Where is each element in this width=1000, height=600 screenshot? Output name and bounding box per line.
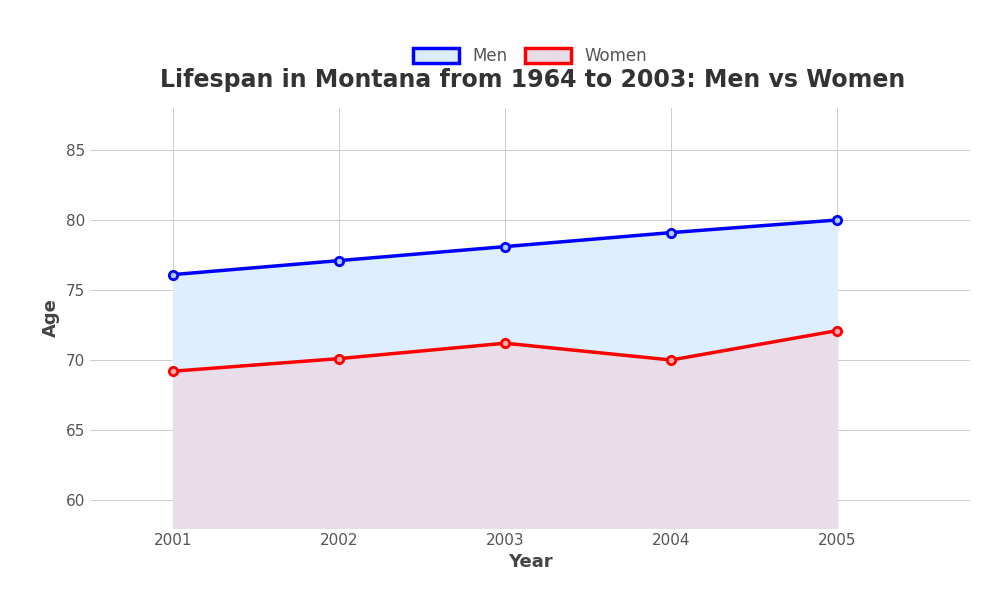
Y-axis label: Age: Age [42,299,60,337]
Text: Lifespan in Montana from 1964 to 2003: Men vs Women: Lifespan in Montana from 1964 to 2003: M… [160,68,906,92]
X-axis label: Year: Year [508,553,552,571]
Legend: Men, Women: Men, Women [406,41,654,72]
